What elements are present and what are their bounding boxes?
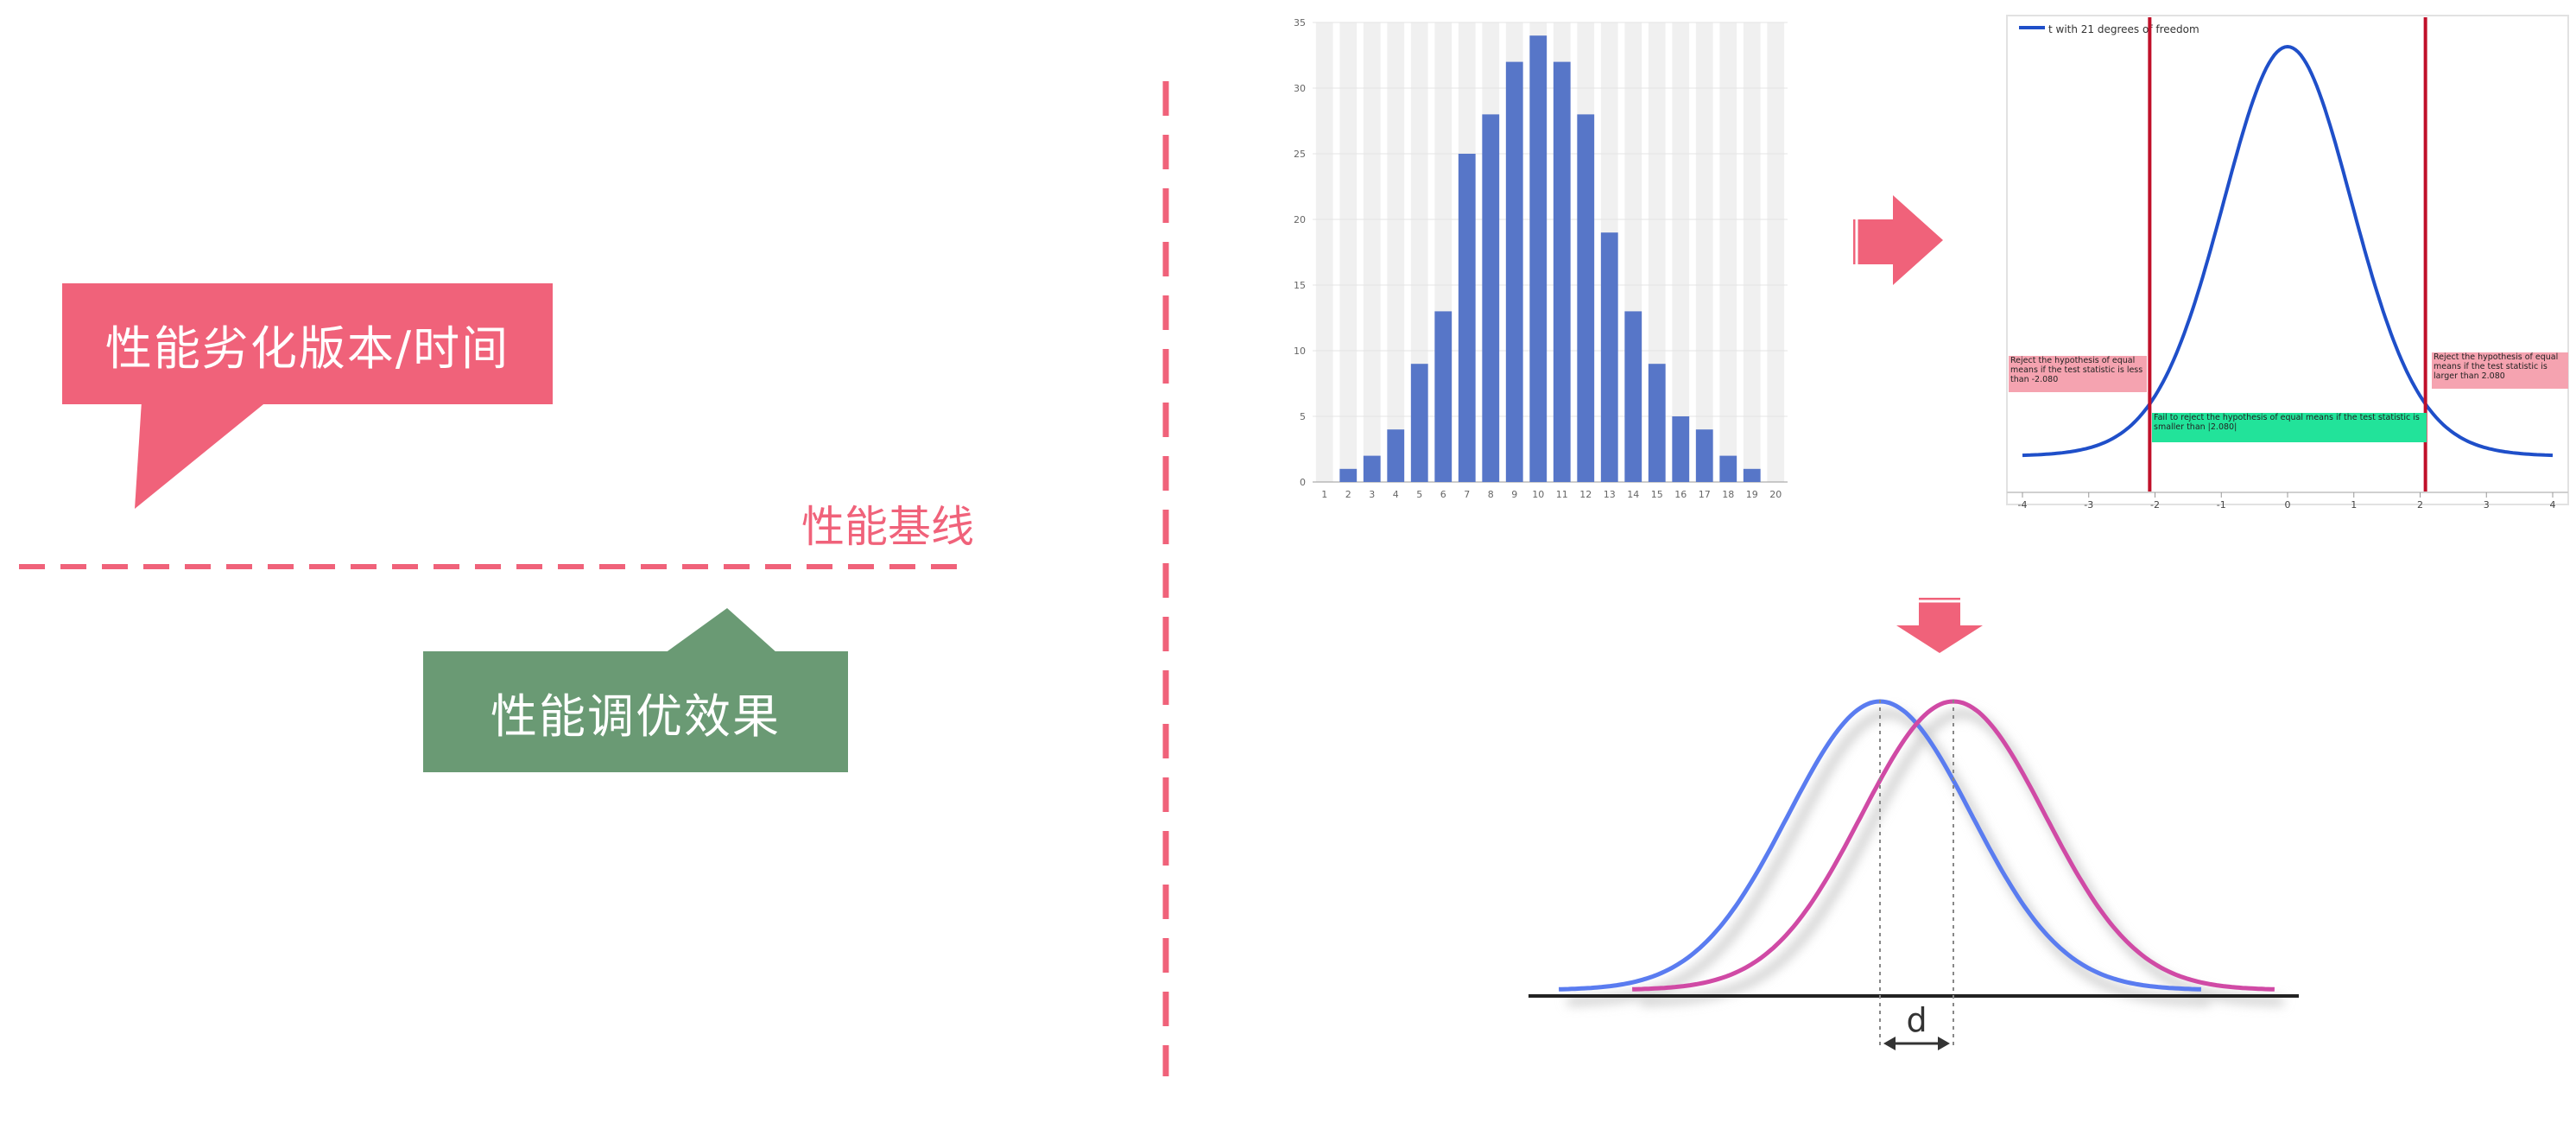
fail-reject-box (2152, 413, 2427, 442)
t-x-tick-label: -3 (2084, 499, 2093, 511)
histogram-bar (1387, 429, 1405, 482)
histogram-column-band (1695, 22, 1713, 482)
fail-reject-text: Fail to reject the hypothesis of equal m… (2154, 413, 2420, 432)
histogram-column-band (1363, 22, 1381, 482)
histogram-bar (1529, 35, 1547, 482)
histogram-x-tick-label: 6 (1440, 489, 1446, 500)
histogram-x-ticks: 1 2 3 4 5 6 7 8 9 10 11 12 13 14 15 16 17 18 19 20 (1321, 489, 1782, 500)
t-x-tick-label: -4 (2018, 499, 2028, 511)
histogram-y-ticks: 0 5 10 15 20 25 30 35 (1294, 17, 1306, 488)
t-density-curve (2022, 44, 2554, 458)
histogram-x-tick-label: 7 (1464, 489, 1470, 500)
distance-arrow-icon (1883, 1037, 1950, 1050)
effect-size-chart: d (1529, 699, 2299, 1050)
histogram-bars (1339, 35, 1761, 482)
tuning-callout-tail (665, 608, 777, 653)
t-x-tick-label: 2 (2417, 499, 2423, 511)
histogram-bar (1743, 468, 1761, 482)
histogram-bar (1505, 61, 1523, 482)
tuning-label: 性能调优效果 (491, 688, 781, 744)
histogram-bar (1410, 364, 1428, 482)
histogram-x-tick-label: 19 (1746, 489, 1758, 500)
distribution-b-curve (1632, 699, 2275, 992)
histogram-x-tick-label: 20 (1769, 489, 1782, 500)
left-reject-box (2009, 356, 2147, 392)
histogram-x-tick-label: 10 (1532, 489, 1544, 500)
histogram-column-band (1767, 22, 1785, 482)
histogram-y-tick-label: 5 (1300, 411, 1306, 422)
baseline-dashed-line (19, 564, 959, 569)
histogram-y-tick-label: 20 (1294, 214, 1306, 225)
histogram-column-band (1719, 22, 1737, 482)
histogram-x-tick-label: 12 (1579, 489, 1592, 500)
histogram-bar (1719, 455, 1737, 482)
histogram-y-tick-label: 35 (1294, 17, 1306, 29)
histogram-bar (1577, 114, 1595, 482)
vertical-divider (1162, 81, 1169, 1076)
t-x-ticks: -4 -3 -2 -1 0 1 2 3 4 (2018, 492, 2556, 511)
degradation-label: 性能劣化版本/时间 (104, 320, 510, 376)
histogram-x-tick-label: 16 (1674, 489, 1687, 500)
baseline-label: 性能基线 (801, 502, 974, 552)
degradation-callout-tail (135, 401, 268, 509)
t-x-tick-label: 4 (2550, 499, 2556, 511)
histogram-y-tick-label: 10 (1294, 346, 1306, 357)
arrow-down-icon (1896, 598, 1983, 653)
histogram-bar (1434, 311, 1453, 482)
histogram-column-band (1743, 22, 1761, 482)
histogram-x-tick-label: 9 (1511, 489, 1517, 500)
histogram-bar (1553, 61, 1571, 482)
histogram-x-tick-label: 8 (1488, 489, 1494, 500)
histogram-bar (1482, 114, 1500, 482)
t-x-tick-label: -1 (2217, 499, 2226, 511)
histogram-x-tick-label: 11 (1556, 489, 1568, 500)
histogram-x-tick-label: 2 (1345, 489, 1351, 500)
histogram-bar (1339, 468, 1358, 482)
histogram-column-band (1672, 22, 1690, 482)
distribution-b-shadow (1640, 708, 2284, 1006)
histogram-y-tick-label: 25 (1294, 149, 1306, 160)
t-x-tick-label: -2 (2150, 499, 2160, 511)
left-reject-text: Reject the hypothesis of equal means if … (2010, 356, 2143, 384)
histogram-x-tick-label: 5 (1416, 489, 1422, 500)
histogram-column-band (1315, 22, 1333, 482)
right-reject-box (2432, 352, 2568, 389)
histogram-grid (1313, 22, 1788, 483)
histogram-bar (1624, 311, 1642, 482)
histogram-y-tick-label: 0 (1300, 477, 1306, 488)
distance-label: d (1906, 1001, 1927, 1039)
histogram-y-tick-label: 15 (1294, 280, 1306, 291)
histogram-bar (1363, 455, 1381, 482)
histogram-bar (1458, 154, 1476, 482)
histogram-bar (1600, 232, 1618, 482)
degradation-callout: 性能劣化版本/时间 (62, 283, 553, 404)
t-x-tick-label: 1 (2351, 499, 2357, 511)
histogram-x-tick-label: 15 (1651, 489, 1663, 500)
distribution-a-shadow (1566, 708, 2211, 1006)
right-reject-text: Reject the hypothesis of equal means if … (2434, 352, 2559, 381)
t-x-tick-label: 3 (2484, 499, 2490, 511)
histogram-x-tick-label: 14 (1627, 489, 1639, 500)
arrow-right-icon (1853, 195, 1943, 285)
distribution-a-curve (1559, 699, 2201, 992)
histogram-x-tick-label: 17 (1699, 489, 1711, 500)
histogram-column-band (1387, 22, 1405, 482)
histogram-x-tick-label: 3 (1369, 489, 1375, 500)
t-x-tick-label: 0 (2285, 499, 2291, 511)
t-distribution-chart: t with 21 degrees of freedom -4 -3 -2 -1 0 1 2… (2006, 15, 2569, 511)
histogram-y-tick-label: 30 (1294, 83, 1306, 94)
histogram-x-tick-label: 1 (1321, 489, 1327, 500)
histogram-bar (1695, 429, 1713, 482)
t-legend-label: t with 21 degrees of freedom (2048, 23, 2199, 35)
histogram-x-tick-label: 4 (1393, 489, 1399, 500)
histogram-x-tick-label: 13 (1604, 489, 1616, 500)
tuning-callout: 性能调优效果 (423, 651, 848, 772)
histogram-x-tick-label: 18 (1722, 489, 1734, 500)
histogram-bar (1672, 416, 1690, 482)
histogram-column-band (1339, 22, 1358, 482)
histogram-bar (1648, 364, 1666, 482)
